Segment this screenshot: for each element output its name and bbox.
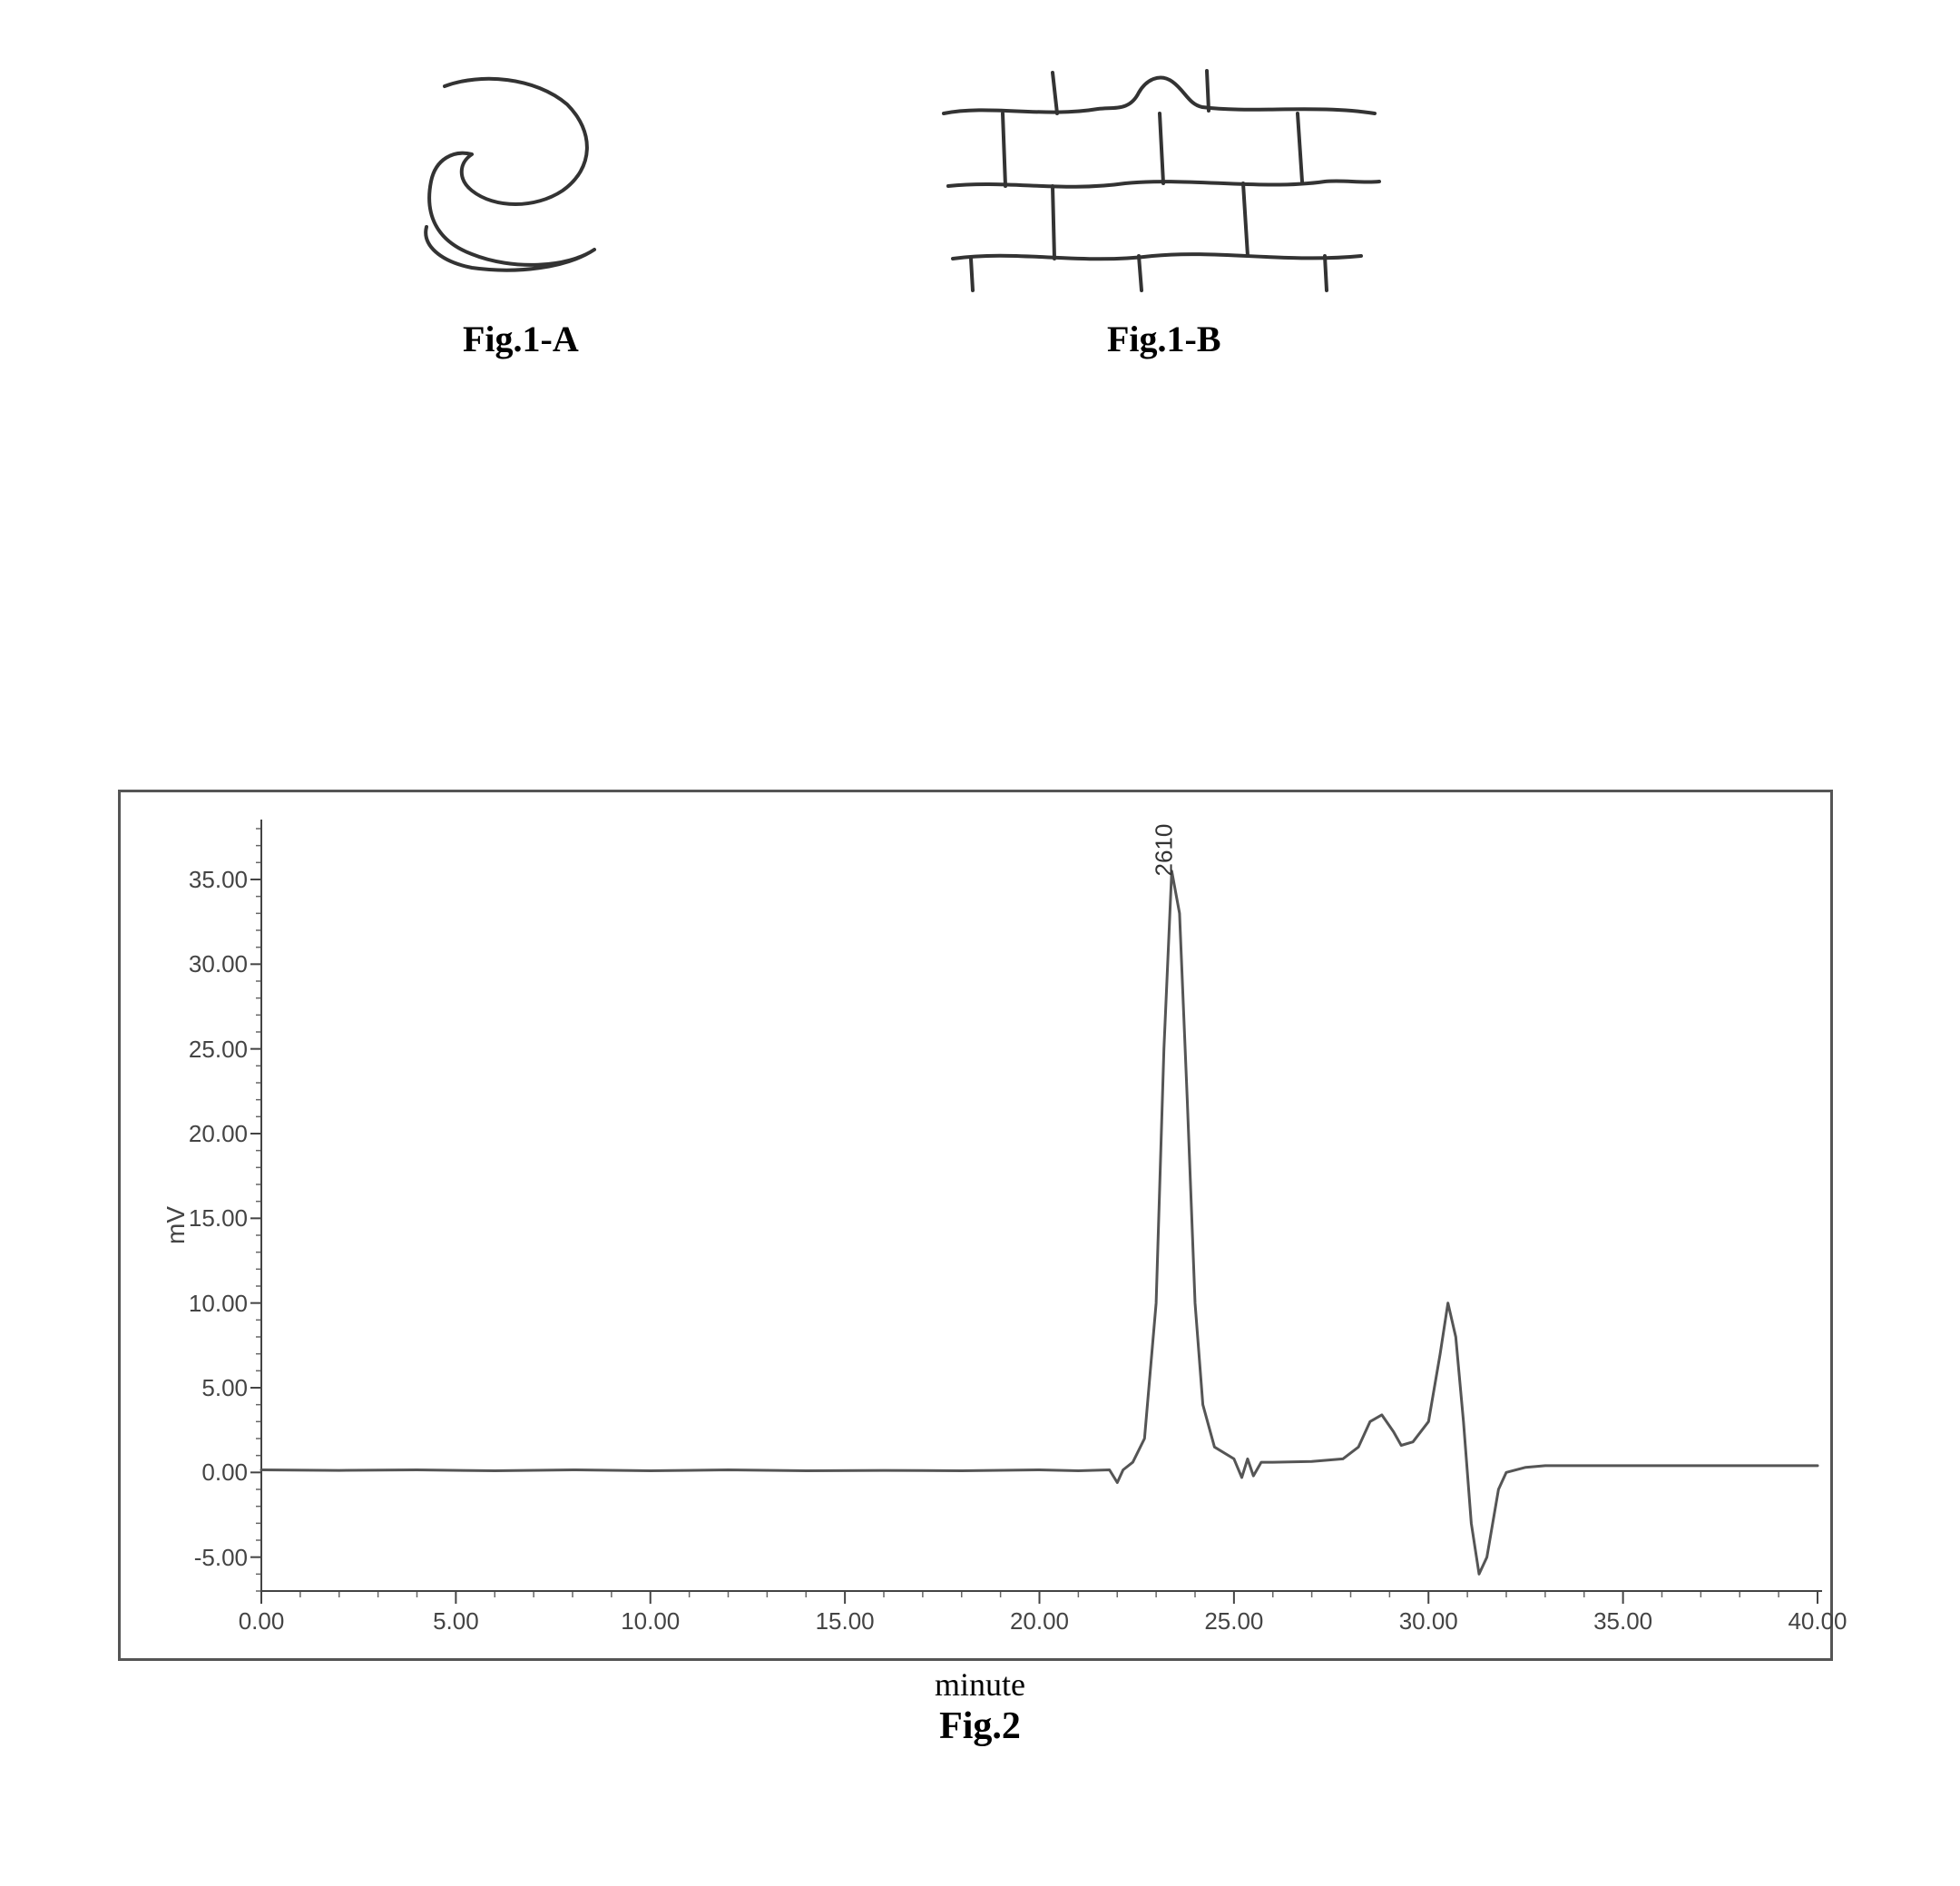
peak-label: 2610 (1150, 824, 1178, 877)
x-tick-label: 15.00 (808, 1607, 881, 1636)
y-tick-label: 30.00 (166, 950, 248, 978)
x-tick-label: 20.00 (1004, 1607, 1076, 1636)
figure-1b-label: Fig.1-B (1107, 318, 1221, 360)
y-tick-label: 35.00 (166, 866, 248, 894)
y-tick-label: -5.00 (166, 1544, 248, 1572)
figure-2-label: Fig.2 (939, 1704, 1021, 1748)
y-tick-label: 10.00 (166, 1290, 248, 1318)
sketch-1a (381, 64, 653, 300)
sketch-1b (935, 64, 1388, 300)
y-tick-label: 5.00 (166, 1374, 248, 1402)
x-tick-label: 0.00 (225, 1607, 298, 1636)
y-tick-label: 25.00 (166, 1036, 248, 1064)
chromatogram-chart: mV -5.000.005.0010.0015.0020.0025.0030.0… (118, 790, 1833, 1661)
y-tick-label: 15.00 (166, 1204, 248, 1233)
x-tick-label: 35.00 (1587, 1607, 1660, 1636)
x-tick-label: 25.00 (1198, 1607, 1270, 1636)
x-tick-label: 40.00 (1781, 1607, 1854, 1636)
x-tick-label: 30.00 (1392, 1607, 1465, 1636)
y-tick-label: 0.00 (166, 1459, 248, 1487)
x-axis-label: minute (935, 1665, 1025, 1704)
figure-1a-label: Fig.1-A (463, 318, 579, 360)
x-tick-label: 5.00 (419, 1607, 492, 1636)
x-tick-label: 10.00 (614, 1607, 687, 1636)
figure-1-container: Fig.1-A Fig.1-B (0, 36, 1960, 399)
y-tick-label: 20.00 (166, 1120, 248, 1148)
